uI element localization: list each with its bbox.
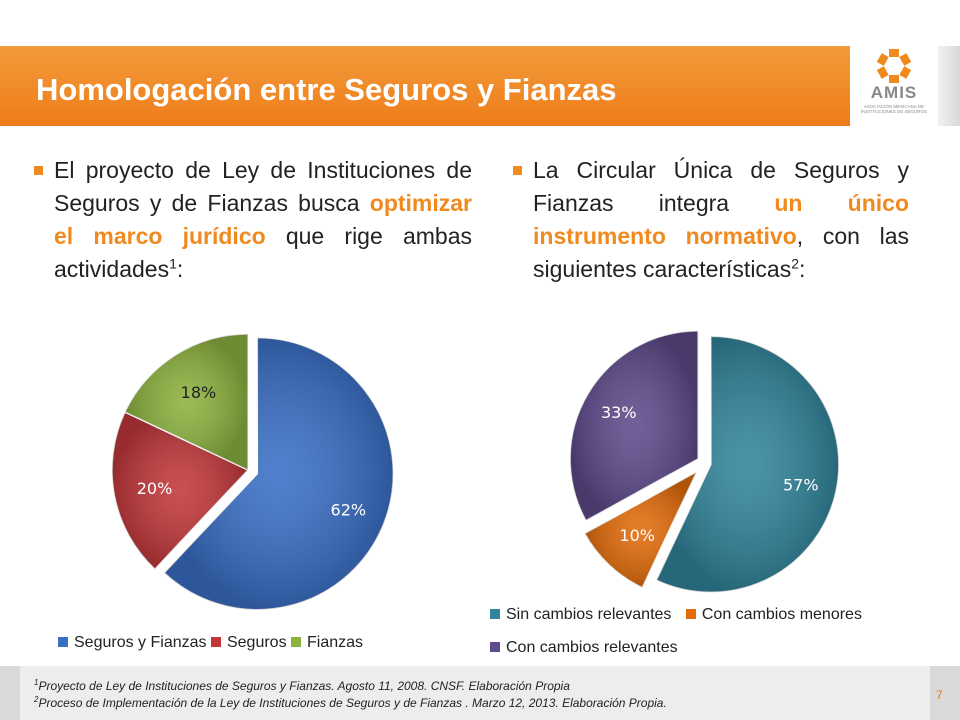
left-text-part2: que rige ambas actividades <box>54 223 472 282</box>
page-title: Homologación entre Seguros y Fianzas <box>36 72 617 107</box>
left-text-part1: El proyecto de Ley de Instituciones de S… <box>54 157 472 216</box>
bullet-marker-icon <box>34 166 43 175</box>
legend-item-2: Con cambios relevantes <box>490 639 678 657</box>
logo-tagline: ASOCIACIÓN MEXICANA DE INSTITUCIONES DE … <box>860 104 927 114</box>
legend-item-0: Sin cambios relevantes <box>490 606 671 624</box>
legend-item-1: Seguros <box>210 634 287 652</box>
legend-swatch <box>490 641 500 652</box>
footer-right-strip <box>930 666 960 720</box>
amis-logo: AMIS ASOCIACIÓN MEXICANA DE INSTITUCIONE… <box>853 46 935 126</box>
right-footnote-ref: 2 <box>791 255 800 272</box>
right-text-part2: , con las siguientes características <box>533 223 910 282</box>
logo-name: AMIS <box>870 83 918 102</box>
right-text-end: : <box>799 256 806 282</box>
legend-swatch <box>210 636 221 647</box>
bullet-marker-icon <box>513 166 522 175</box>
data-label: 20% <box>137 479 173 498</box>
legend-right-row1: Sin cambios relevantes Con cambios menor… <box>490 606 862 624</box>
legend-item-2: Fianzas <box>291 634 363 652</box>
pie-slice-shading <box>112 412 248 570</box>
pie-slice-shading <box>164 337 394 610</box>
legend-item-0: Seguros y Fianzas <box>58 634 207 652</box>
data-label: 33% <box>601 403 637 422</box>
right-bullet: La Circular Única de Seguros y Fianzas i… <box>513 154 910 286</box>
data-label: 57% <box>783 475 819 494</box>
left-bullet: El proyecto de Ley de Instituciones de S… <box>34 154 472 286</box>
legend-left: Seguros y Fianzas Seguros Fianzas <box>58 634 363 652</box>
legend-swatch <box>490 608 500 619</box>
pie-chart-left: 62% 20% 18% <box>111 333 395 611</box>
legend-item-1: Con cambios menores <box>685 606 862 624</box>
pie-slice-shading <box>570 330 699 521</box>
amis-logo-mark-icon <box>876 49 912 83</box>
footnote-2: 2Proceso de Implementación de la Ley de … <box>34 695 667 711</box>
title-bar <box>0 46 850 126</box>
legend-right-row2: Con cambios relevantes <box>490 639 678 657</box>
pie-slice-shading <box>124 334 248 470</box>
left-text-end: : <box>176 256 184 282</box>
footer-left-strip <box>0 666 20 720</box>
footer-bar <box>0 666 960 720</box>
right-text-highlight: un único instrumento normativo <box>533 190 909 249</box>
pie-slice-shading <box>656 336 839 593</box>
left-footnote-ref: 1 <box>169 255 177 272</box>
legend-swatch <box>58 636 68 647</box>
data-label: 18% <box>181 383 217 402</box>
pie-chart-right: 57% 10% 33% <box>569 330 840 594</box>
data-label: 10% <box>619 526 655 545</box>
left-text-highlight: optimizar el marco jurídico <box>54 190 472 249</box>
header-side-strip <box>938 46 960 126</box>
pie-slice-shading <box>584 471 697 588</box>
legend-swatch <box>685 608 696 619</box>
footnotes: 1Proyecto de Ley de Instituciones de Seg… <box>34 678 667 712</box>
footnote-1: 1Proyecto de Ley de Instituciones de Seg… <box>34 678 570 694</box>
legend-swatch <box>291 636 302 647</box>
right-text-part1: La Circular Única de Seguros y Fianzas i… <box>533 157 909 216</box>
data-label: 62% <box>331 501 367 520</box>
page-number: 7 <box>936 688 943 702</box>
